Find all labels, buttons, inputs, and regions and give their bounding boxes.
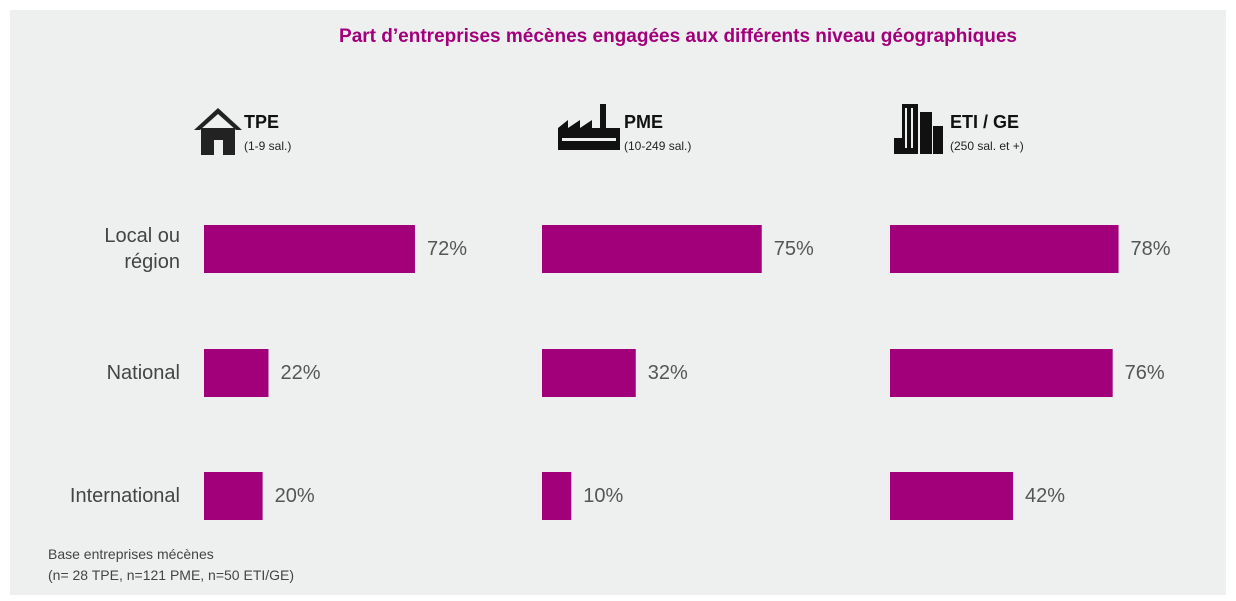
bar [890,349,1113,397]
value-label: 22% [280,361,321,384]
value-label: 20% [274,484,315,507]
category-label: Local ou région [104,225,180,273]
icon-factory [558,104,620,150]
series-name: TPE [244,112,280,132]
bar [542,225,762,273]
icon-house [194,108,242,155]
value-label: 42% [1025,484,1066,507]
value-label: 72% [426,237,467,260]
category-label: National [106,362,180,384]
bar [890,472,1014,520]
value-label: 10% [583,484,624,507]
footnote: Base entreprises mécènes [48,546,214,562]
series-subtitle: (10-249 sal.) [624,139,692,153]
chart-title: Part d’entreprises mécènes engagées aux … [339,26,1017,47]
value-label: 75% [773,237,814,260]
value-label: 76% [1124,361,1165,384]
bar [204,225,415,273]
bar [542,349,636,397]
category-label: International [69,485,180,507]
series-name: PME [624,112,664,132]
footnote: (n= 28 TPE, n=121 PME, n=50 ETI/GE) [48,567,295,583]
value-label: 32% [647,361,688,384]
bar [890,225,1119,273]
series-subtitle: (1-9 sal.) [244,139,292,153]
value-label: 78% [1130,237,1171,260]
series-name: ETI / GE [950,112,1020,132]
series-subtitle: (250 sal. et +) [950,139,1024,153]
bar [204,472,263,520]
bar [204,349,269,397]
bar [542,472,572,520]
icon-buildings [894,104,943,154]
